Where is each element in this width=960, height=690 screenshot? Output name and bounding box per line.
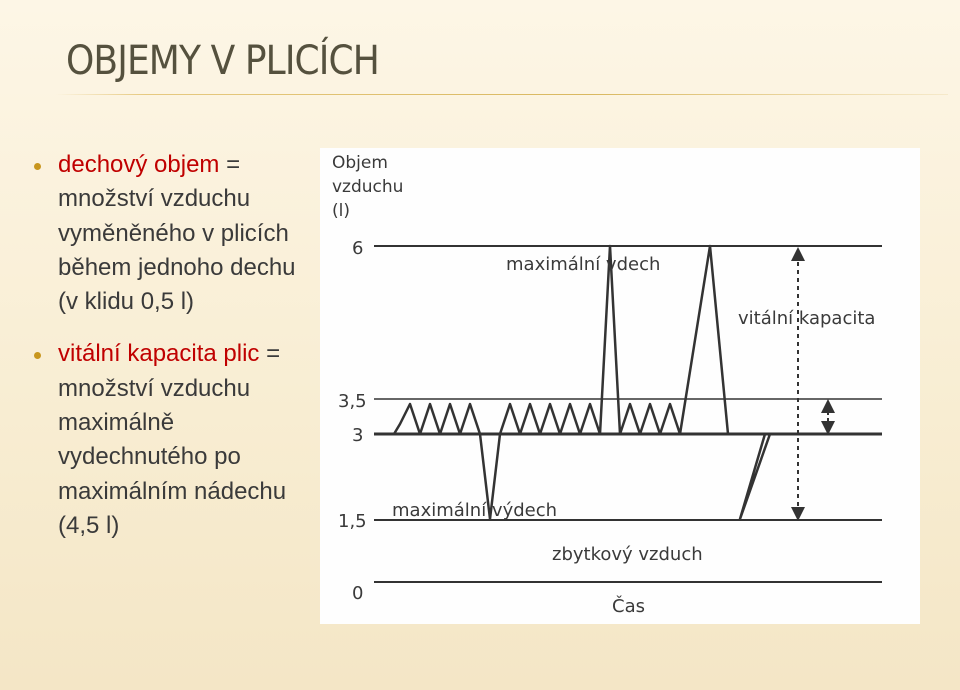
tick-label-3: 3 (352, 425, 363, 446)
bullet-tidal-volume: dechový objem = množství vzduchu vyměněn… (28, 148, 318, 319)
bullet-vital-capacity: vitální kapacita plic = množství vzduchu… (28, 337, 318, 543)
axis-title-line-2: vzduchu (332, 177, 403, 197)
tick-label-3-5: 3,5 (338, 391, 367, 412)
x-axis-label: Čas (612, 595, 645, 617)
term-vital-capacity: vitální kapacita plic (58, 340, 260, 368)
title-divider (56, 94, 948, 95)
bullet-list: dechový objem = množství vzduchu vyměněn… (28, 148, 318, 561)
definition-tidal-volume: = množství vzduchu vyměněného v plicích … (58, 151, 296, 316)
axis-title-line-3: (l) (332, 201, 350, 221)
diagram-svg: Objem vzduchu (l) 6 3,5 3 1,5 0 maximáln… (332, 153, 882, 617)
lung-volume-diagram: Objem vzduchu (l) 6 3,5 3 1,5 0 maximáln… (320, 148, 920, 624)
tick-label-0: 0 (352, 583, 363, 604)
tick-label-6: 6 (352, 238, 363, 259)
label-max-exhale: maximální výdech (392, 500, 557, 521)
label-max-inhale: maximální vdech (506, 254, 660, 275)
label-residual-air: zbytkový vzduch (552, 544, 703, 565)
tick-label-1-5: 1,5 (338, 511, 367, 532)
label-vital-capacity: vitální kapacita (738, 308, 875, 329)
slide-title: OBJEMY V PLICÍCH (66, 38, 380, 84)
axis-title-line-1: Objem (332, 153, 388, 173)
breathing-trace (392, 244, 772, 521)
definition-vital-capacity: = množství vzduchu maximálně vydechnutéh… (58, 340, 287, 539)
term-tidal-volume: dechový objem (58, 151, 220, 178)
